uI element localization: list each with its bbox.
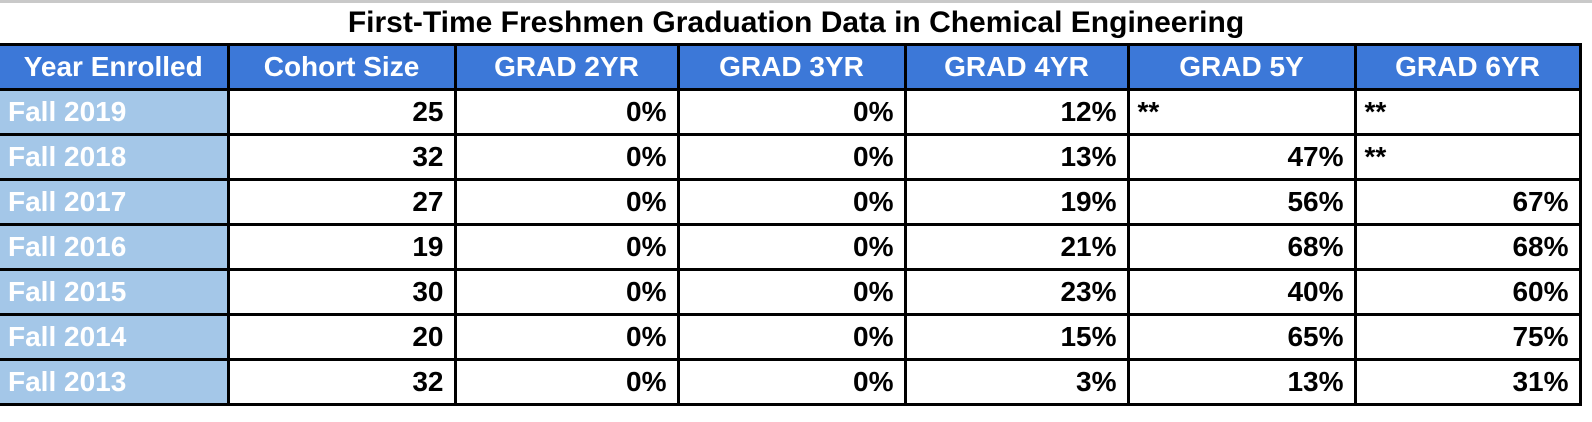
cohort-cell: 27 xyxy=(226,178,457,226)
grad2yr-cell: 0% xyxy=(453,313,680,361)
year-cell: Fall 2017 xyxy=(0,178,230,226)
grad3yr-cell: 0% xyxy=(676,358,907,406)
grad2yr-cell: 0% xyxy=(453,268,680,316)
table-row-fall-2013: Fall 2013 32 0% 0% 3% 13% 31% xyxy=(0,358,1582,406)
grad4yr-cell: 23% xyxy=(903,268,1130,316)
grad3yr-cell: 0% xyxy=(676,88,907,136)
table-row-fall-2015: Fall 2015 30 0% 0% 23% 40% 60% xyxy=(0,268,1582,316)
cohort-cell: 30 xyxy=(226,268,457,316)
grad5y-cell: 47% xyxy=(1126,133,1357,181)
cohort-cell: 32 xyxy=(226,358,457,406)
grad4yr-cell: 12% xyxy=(903,88,1130,136)
grad4yr-cell: 3% xyxy=(903,358,1130,406)
grad5y-cell: ** xyxy=(1126,88,1357,136)
column-header-grad-5y: GRAD 5Y xyxy=(1126,43,1357,91)
grad5y-cell: 56% xyxy=(1126,178,1357,226)
grad2yr-cell: 0% xyxy=(453,133,680,181)
grad2yr-cell: 0% xyxy=(453,178,680,226)
column-header-grad-6yr: GRAD 6YR xyxy=(1353,43,1582,91)
grad4yr-cell: 15% xyxy=(903,313,1130,361)
grad6yr-cell: 68% xyxy=(1353,223,1582,271)
grad3yr-cell: 0% xyxy=(676,223,907,271)
grad5y-cell: 40% xyxy=(1126,268,1357,316)
table-header-row: Year Enrolled Cohort Size GRAD 2YR GRAD … xyxy=(0,43,1582,91)
grad3yr-cell: 0% xyxy=(676,313,907,361)
grad6yr-cell: 31% xyxy=(1353,358,1582,406)
column-header-grad-2yr: GRAD 2YR xyxy=(453,43,680,91)
year-cell: Fall 2018 xyxy=(0,133,230,181)
grad2yr-cell: 0% xyxy=(453,358,680,406)
grad4yr-cell: 19% xyxy=(903,178,1130,226)
graduation-data-table: Year Enrolled Cohort Size GRAD 2YR GRAD … xyxy=(0,43,1582,406)
grad3yr-cell: 0% xyxy=(676,178,907,226)
column-header-year-enrolled: Year Enrolled xyxy=(0,43,230,91)
year-cell: Fall 2015 xyxy=(0,268,230,316)
grad3yr-cell: 0% xyxy=(676,268,907,316)
grad5y-cell: 65% xyxy=(1126,313,1357,361)
grad5y-cell: 68% xyxy=(1126,223,1357,271)
column-header-grad-3yr: GRAD 3YR xyxy=(676,43,907,91)
grad6yr-cell: 60% xyxy=(1353,268,1582,316)
cohort-cell: 25 xyxy=(226,88,457,136)
table-row-fall-2018: Fall 2018 32 0% 0% 13% 47% ** xyxy=(0,133,1582,181)
top-divider xyxy=(0,0,1592,3)
page-title: First-Time Freshmen Graduation Data in C… xyxy=(347,6,1245,39)
grad3yr-cell: 0% xyxy=(676,133,907,181)
table-row-fall-2017: Fall 2017 27 0% 0% 19% 56% 67% xyxy=(0,178,1582,226)
year-cell: Fall 2013 xyxy=(0,358,230,406)
grad6yr-cell: 67% xyxy=(1353,178,1582,226)
year-cell: Fall 2014 xyxy=(0,313,230,361)
grad6yr-cell: ** xyxy=(1353,88,1582,136)
table-title-row: First-Time Freshmen Graduation Data in C… xyxy=(0,3,1592,43)
table-row-fall-2016: Fall 2016 19 0% 0% 21% 68% 68% xyxy=(0,223,1582,271)
year-cell: Fall 2016 xyxy=(0,223,230,271)
column-header-grad-4yr: GRAD 4YR xyxy=(903,43,1130,91)
year-cell: Fall 2019 xyxy=(0,88,230,136)
cohort-cell: 32 xyxy=(226,133,457,181)
grad5y-cell: 13% xyxy=(1126,358,1357,406)
grad2yr-cell: 0% xyxy=(453,88,680,136)
table-row-fall-2019: Fall 2019 25 0% 0% 12% ** ** xyxy=(0,88,1582,136)
grad6yr-cell: ** xyxy=(1353,133,1582,181)
cohort-cell: 20 xyxy=(226,313,457,361)
table-row-fall-2014: Fall 2014 20 0% 0% 15% 65% 75% xyxy=(0,313,1582,361)
grad2yr-cell: 0% xyxy=(453,223,680,271)
grad4yr-cell: 13% xyxy=(903,133,1130,181)
grad6yr-cell: 75% xyxy=(1353,313,1582,361)
cohort-cell: 19 xyxy=(226,223,457,271)
grad4yr-cell: 21% xyxy=(903,223,1130,271)
column-header-cohort-size: Cohort Size xyxy=(226,43,457,91)
